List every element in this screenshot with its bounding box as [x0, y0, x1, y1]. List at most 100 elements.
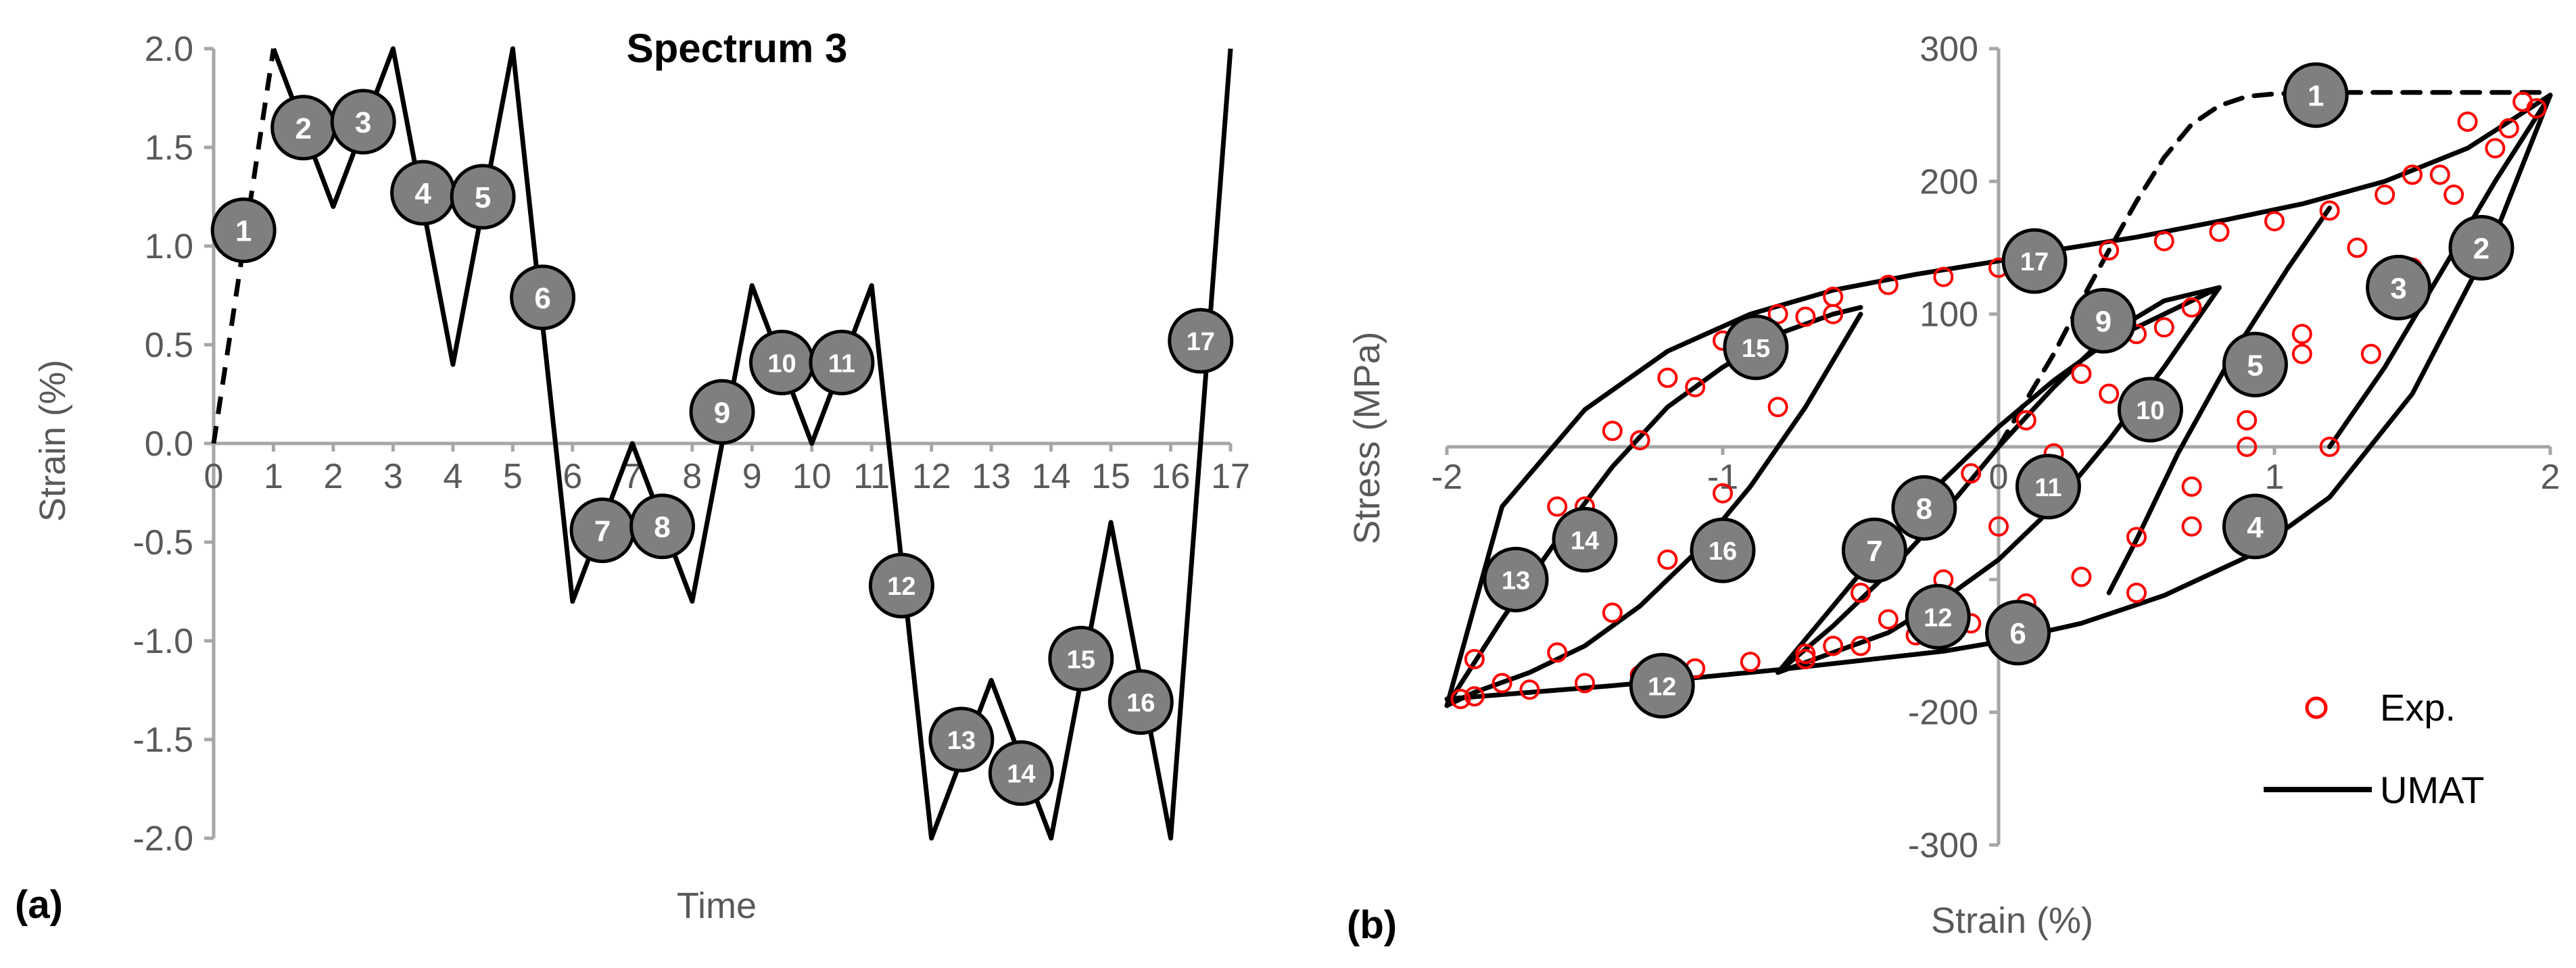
umat-curve-solid	[2106, 205, 2333, 596]
panel-a-badge-1-text: 1	[235, 215, 252, 248]
exp-data-point	[1767, 304, 1788, 324]
exp-data-point	[2016, 410, 2036, 431]
exp-data-point	[1851, 635, 1871, 656]
panel-b-badge-14-14: 14	[1552, 506, 1618, 573]
panel-a-badge-3-circle	[330, 89, 396, 155]
panel-a-y-tick-label: 1.0	[145, 227, 193, 266]
panel-b-x-tick-label: 0	[1989, 458, 2009, 497]
panel-a-badge-5-circle	[450, 164, 516, 230]
panel-a-strain-time-chart: Spectrum 3 2.0 1.5 1.0 0.5 0.0 -0.5 -1.0 -1.5 -2…	[15, 26, 1250, 927]
panel-b-badge-16-16-circle	[1690, 517, 1756, 583]
panel-b-y-tick-label: 300	[1919, 30, 1978, 69]
chart-title-spectrum: Spectrum 3	[627, 26, 848, 71]
panel-a-tick-labels: 2.01.51.00.50.0-0.5-1.0-1.5-2.00 1 2 3 4 5 6 7 8…	[133, 30, 1250, 858]
exp-data-point	[2512, 91, 2533, 112]
panel-b-badge-4-3: 4	[2222, 493, 2288, 560]
panel-b-badge-4-3-text: 4	[2247, 511, 2264, 544]
panel-b-badge-5-4: 5	[2222, 331, 2288, 397]
exp-data-point	[1740, 652, 1761, 673]
exp-data-point	[2153, 231, 2174, 251]
exp-data-point	[2181, 476, 2202, 497]
panel-b-badge-16-16-text: 16	[1709, 537, 1737, 566]
panel-b-badge-12-12-text: 12	[1648, 673, 1676, 701]
panel-b-x-tick-label: 1	[2265, 458, 2285, 497]
panel-b-badge-11-10-text: 11	[2034, 474, 2061, 502]
exp-data-point	[2264, 211, 2285, 232]
panel-b-y-tick-label: -300	[1908, 826, 1978, 865]
panel-b-badge-14-14-circle	[1552, 506, 1618, 573]
panel-b-badge-10-9: 10	[2117, 377, 2183, 443]
exp-data-point	[2181, 516, 2202, 537]
panel-a-badge-17-text: 17	[1187, 328, 1215, 356]
panel-a-badge-15-circle	[1048, 625, 1114, 692]
panel-a-badge-13-circle	[928, 706, 995, 773]
exp-data-point	[2237, 437, 2258, 457]
panel-a-x-tick-label: 5	[503, 457, 523, 496]
panel-a-badge-5-text: 5	[475, 181, 491, 214]
panel-b-badge-13-13-circle	[1483, 546, 1549, 612]
exp-data-point	[1575, 673, 1595, 694]
panel-b-x-tick-label: -2	[1431, 458, 1462, 497]
panel-b-badge-6-5-circle	[1985, 600, 2051, 666]
exp-data-point	[1933, 266, 1954, 287]
exp-data-point	[1519, 679, 1540, 700]
panel-a-badge-1-circle	[210, 197, 277, 264]
panel-b-badge-10-9-text: 10	[2136, 397, 2164, 425]
exp-data-point	[2443, 185, 2464, 205]
exp-data-point	[2291, 343, 2312, 364]
exp-data-point	[1851, 583, 1871, 603]
exp-data-point	[2209, 221, 2230, 242]
exp-data-point	[2360, 343, 2381, 364]
exp-data-point	[1878, 609, 1899, 630]
panel-b-badge-6-5-text: 6	[2009, 617, 2026, 650]
panel-a-series-line-solid	[271, 46, 1233, 841]
exp-data-point	[1547, 642, 1568, 663]
umat-curve-solid	[2327, 93, 2553, 450]
panel-b-badge-9-8: 9	[2070, 287, 2137, 354]
exp-data-point	[2457, 112, 2478, 132]
exp-data-point	[2429, 164, 2450, 185]
panel-b-badge-8-7-circle	[1891, 475, 1957, 541]
panel-a-badge-11-text: 11	[828, 349, 855, 378]
panel-b-x-tick-label: 2	[2541, 458, 2560, 497]
panel-a-x-tick-label: 8	[682, 457, 702, 496]
panel-a-badge-2-text: 2	[295, 112, 311, 145]
panel-a-x-tick-label: 16	[1151, 457, 1191, 496]
panel-b-y-tick-label: -200	[1908, 694, 1978, 733]
panel-a-x-tick-label: 4	[443, 457, 462, 496]
panel-b-badge-7-6-circle	[1841, 517, 1907, 583]
exp-data-point	[2181, 297, 2202, 318]
exp-data-point	[1464, 686, 1485, 707]
panel-a-label: (a)	[15, 883, 63, 927]
exp-data-point	[2099, 383, 2120, 404]
exp-data-point	[1767, 397, 1788, 418]
exp-data-point	[2291, 324, 2312, 345]
panel-b-badge-12-11-text: 12	[1924, 604, 1952, 632]
exp-data-point	[1547, 496, 1568, 517]
exp-data-point	[1450, 689, 1471, 709]
panel-a-badge-11-circle	[809, 329, 875, 395]
exp-data-point	[2402, 164, 2423, 185]
umat-curve-solid	[1775, 285, 2222, 675]
legend-umat-label: UMAT	[2380, 769, 2485, 811]
exp-data-point	[2237, 410, 2258, 431]
panel-a-badge-8: 8	[629, 493, 696, 560]
panel-b-badge-4-3-circle	[2222, 493, 2288, 560]
panel-a-badge-9-text: 9	[714, 396, 730, 429]
exp-data-point	[1602, 602, 1623, 623]
panel-a-x-tick-label: 0	[204, 457, 224, 496]
exp-data-point	[2319, 200, 2340, 221]
panel-a-badge-10-text: 10	[767, 349, 796, 378]
exp-data-point	[2347, 237, 2368, 258]
exp-data-point	[2071, 566, 2092, 587]
panel-a-badge-12-circle	[868, 552, 934, 619]
exp-data-point	[1878, 274, 1899, 295]
panel-a-badge-6: 6	[510, 264, 576, 331]
panel-b-badge-1-0: 1	[2283, 62, 2349, 128]
panel-a-badge-3-text: 3	[355, 106, 371, 139]
exp-data-point	[1795, 306, 1816, 327]
panel-b-badge-2-1: 2	[2448, 215, 2514, 281]
panel-b-badge-14-14-text: 14	[1571, 527, 1599, 555]
